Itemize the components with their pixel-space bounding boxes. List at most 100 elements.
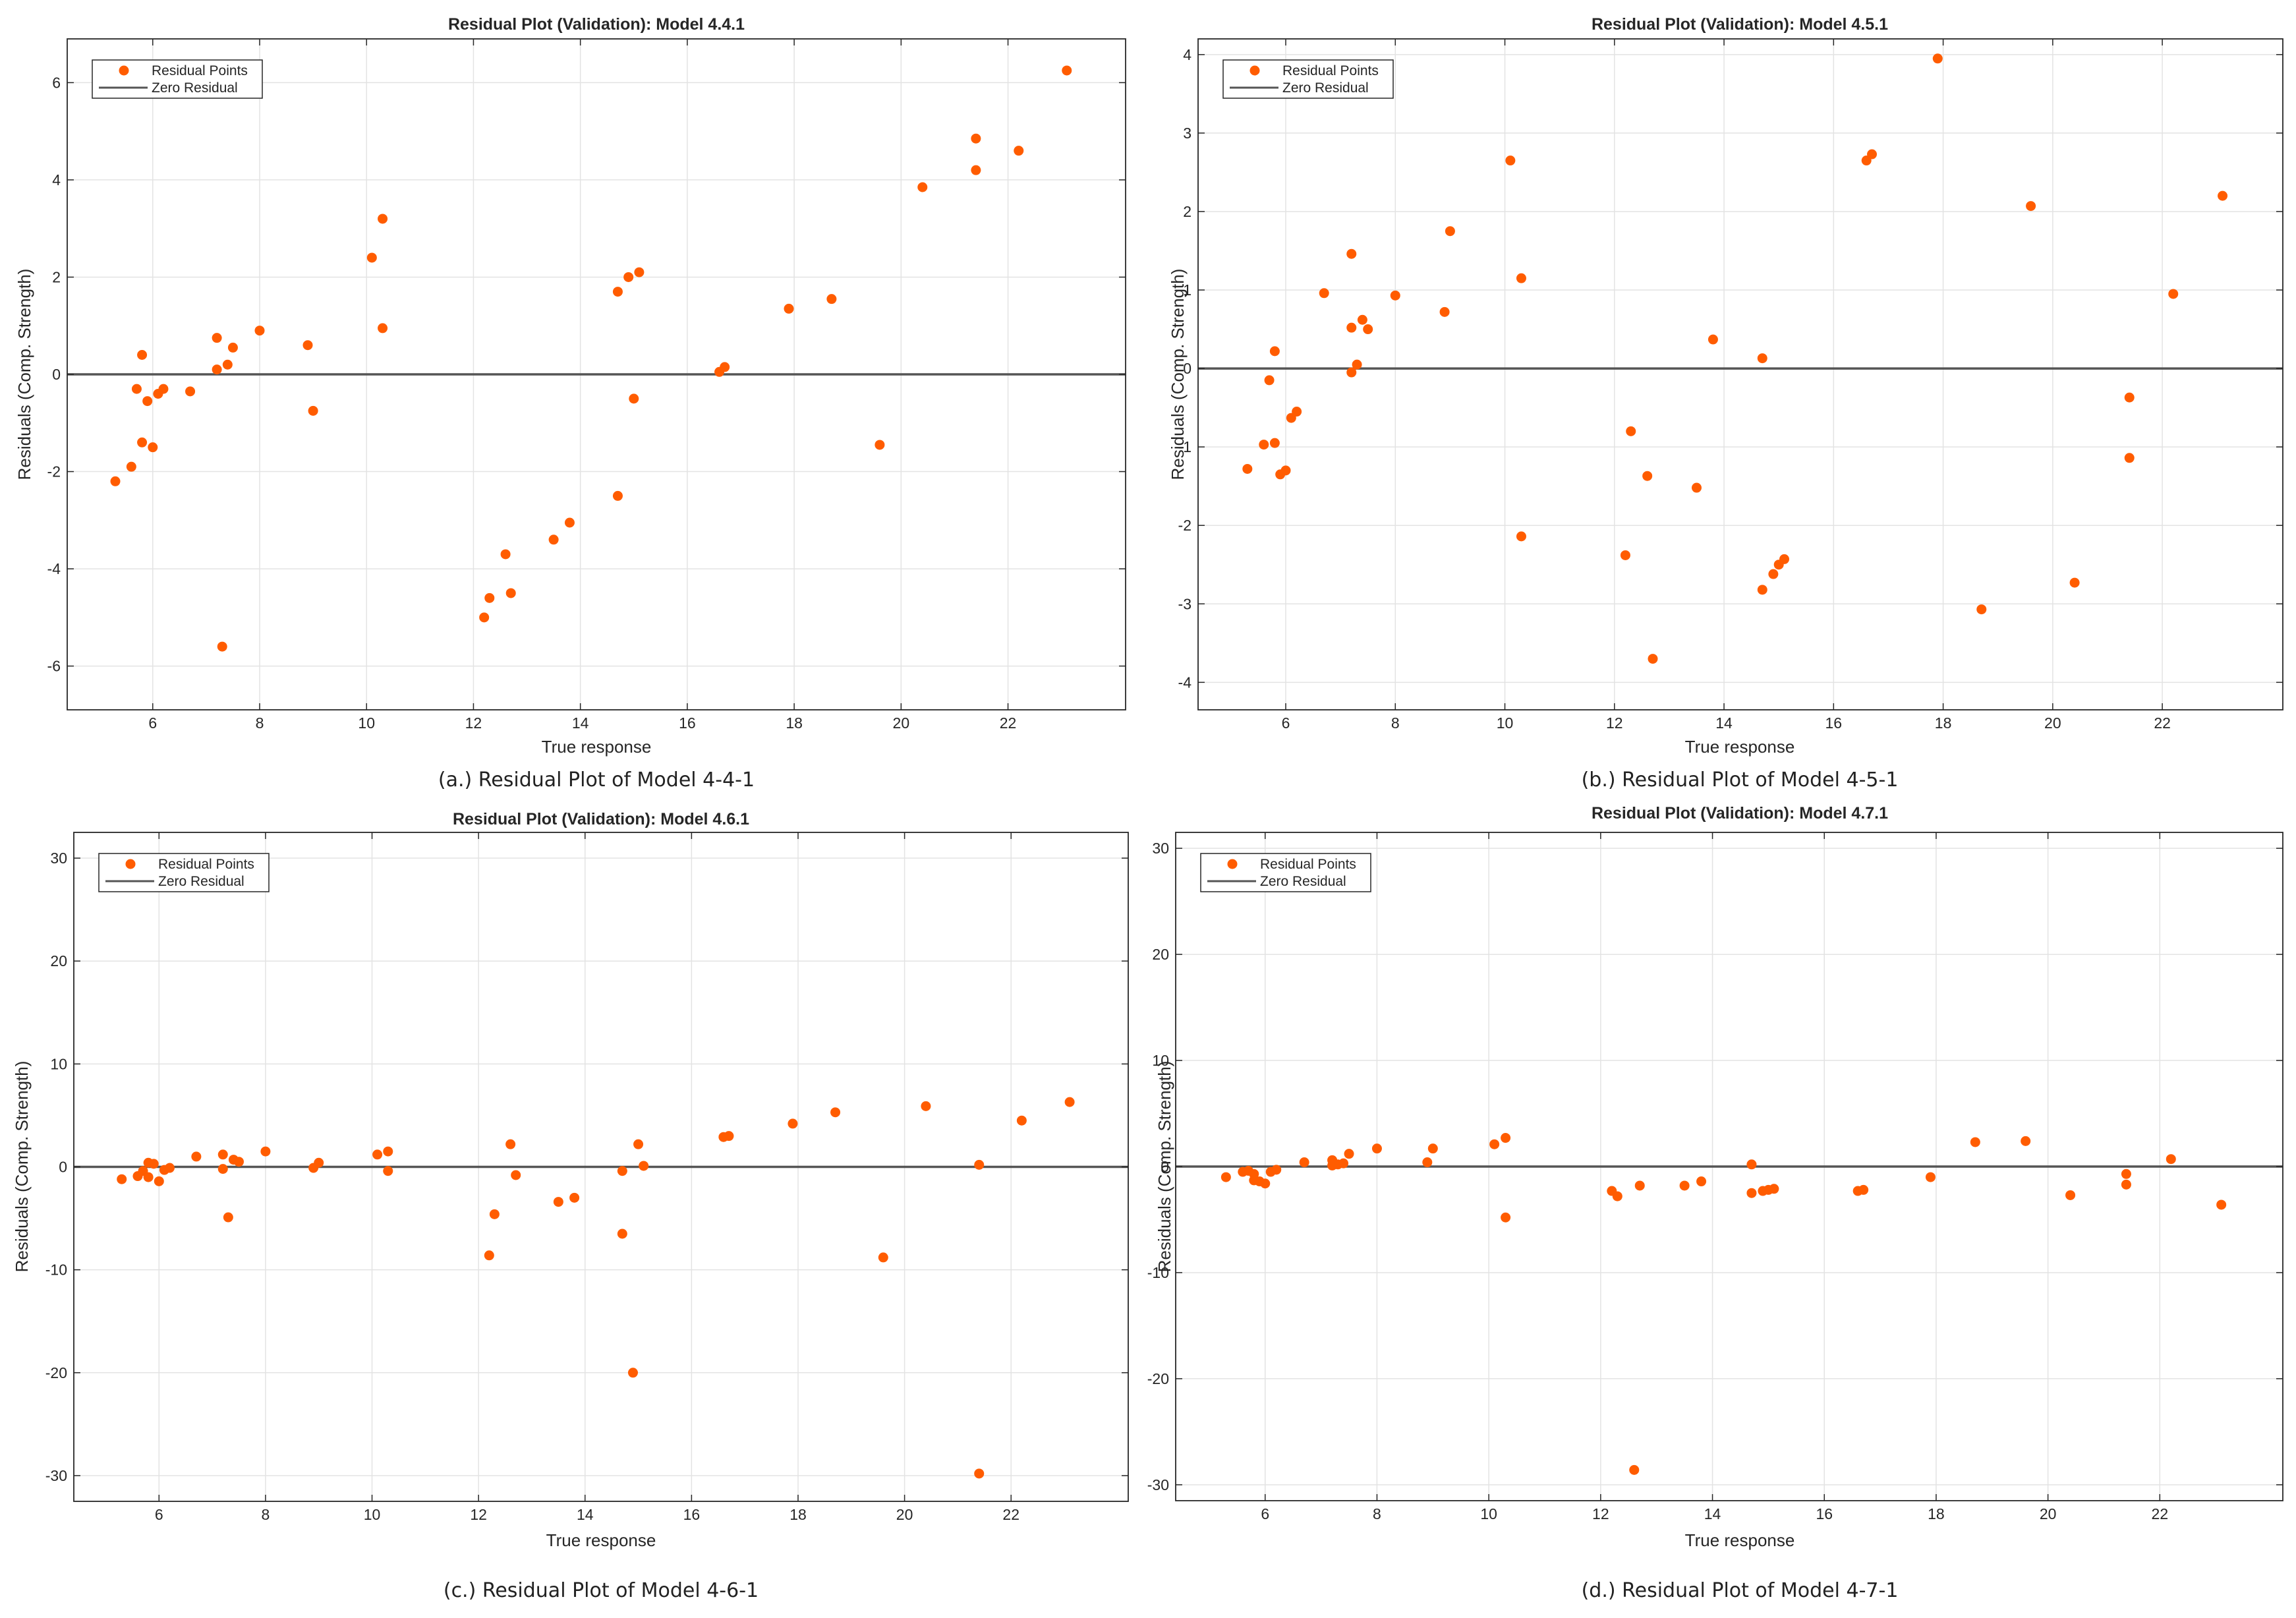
x-tick-label: 6 (1261, 1505, 1269, 1522)
y-tick-label: -30 (45, 1467, 67, 1484)
residual-point (1867, 149, 1878, 159)
residual-point (1299, 1157, 1309, 1168)
residual-point (2021, 1136, 2031, 1146)
residual-point (126, 461, 136, 472)
residual-point (2124, 392, 2135, 403)
x-tick-label: 16 (679, 714, 696, 732)
y-axis-label: Residuals (Comp. Strength) (12, 1061, 32, 1273)
y-tick-label: -10 (1147, 1264, 1169, 1281)
chart-title: Residual Plot (Validation): Model 4.5.1 (1592, 15, 1888, 34)
residual-point (2026, 201, 2036, 212)
residual-point (1357, 314, 1367, 325)
y-tick-label: -20 (1147, 1370, 1169, 1387)
residual-point (148, 442, 158, 453)
x-tick-label: 22 (2154, 714, 2171, 732)
y-tick-label: 0 (1183, 360, 1191, 377)
residual-point (1691, 482, 1702, 493)
residual-points (117, 1097, 1075, 1479)
x-tick-label: 6 (148, 714, 157, 732)
residual-point (1269, 346, 1280, 357)
y-tick-label: -10 (45, 1261, 67, 1279)
residual-point (724, 1131, 734, 1141)
residual-point (629, 393, 639, 404)
y-axis-label: Residuals (Comp. Strength) (1168, 269, 1188, 480)
residual-point (137, 349, 148, 360)
x-tick-label: 22 (1002, 1506, 1019, 1523)
residual-point (505, 1139, 516, 1149)
residual-point (826, 294, 837, 304)
y-tick-label: -6 (47, 658, 61, 675)
residual-point (378, 323, 388, 333)
x-axis-label: True response (1685, 1530, 1795, 1550)
residual-point (1220, 1172, 1231, 1182)
chart-title: Residual Plot (Validation): Model 4.6.1 (453, 810, 749, 828)
residual-point (2216, 1199, 2227, 1210)
residual-point (234, 1157, 244, 1167)
axes-box (1197, 38, 2283, 710)
residual-point (222, 359, 233, 370)
residual-point (1757, 585, 1767, 595)
y-tick-label: 0 (52, 366, 61, 383)
y-tick-label: 20 (50, 952, 67, 969)
legend: Residual Points Zero Residual (98, 853, 270, 892)
x-tick-label: 18 (789, 1506, 807, 1523)
residual-point (1269, 438, 1280, 448)
residual-point (1648, 654, 1658, 664)
residual-point (1932, 53, 1943, 64)
legend-label: Residual Points (1260, 857, 1356, 872)
residual-point (1708, 334, 1718, 345)
residual-point (1371, 1143, 1382, 1154)
x-tick-label: 12 (465, 714, 482, 732)
residual-point (921, 1101, 931, 1111)
legend-label: Zero Residual (1282, 80, 1369, 96)
legend-label: Residual Points (158, 857, 254, 872)
residual-point (217, 1149, 228, 1160)
chart-svg: 6 8 10 12 14 16 18 20 22 -6 -4 -2 0 2 4 6 Residual Plot … (14, 15, 1126, 757)
legend-box (1200, 853, 1371, 892)
residual-point (154, 1176, 164, 1186)
residual-point (378, 214, 388, 224)
residual-point (627, 1368, 638, 1378)
y-tick-label: 3 (1183, 125, 1191, 142)
x-tick-label: 16 (1825, 714, 1843, 732)
x-tick-label: 8 (256, 714, 264, 732)
y-tick-label: 1 (1183, 281, 1191, 299)
x-tick-label: 14 (572, 714, 589, 732)
y-tick-label: 10 (50, 1055, 67, 1072)
y-tick-label: -3 (1178, 595, 1191, 612)
y-tick-label: -20 (45, 1364, 67, 1381)
y-tick-label: 30 (1152, 840, 1169, 857)
residual-point (479, 612, 490, 623)
residual-point (1292, 407, 1302, 417)
residual-point (227, 342, 238, 353)
residual-point (1062, 65, 1072, 76)
residual-point (137, 437, 148, 448)
residual-point (634, 267, 645, 277)
residual-point (489, 1209, 500, 1219)
y-tick-label: -1 (1178, 438, 1191, 455)
y-axis-label: Residuals (Comp. Strength) (1155, 1061, 1174, 1273)
y-tick-label: 6 (52, 74, 61, 91)
x-tick-label: 8 (1391, 714, 1400, 732)
x-tick-label: 22 (2152, 1505, 2169, 1522)
residual-point (917, 182, 928, 192)
residual-point (1642, 471, 1653, 481)
legend-label: Zero Residual (1260, 874, 1346, 889)
legend-label: Zero Residual (152, 80, 238, 96)
x-tick-label: 20 (893, 714, 910, 732)
residual-point (302, 340, 313, 351)
caption: (c.) Residual Plot of Model 4-6-1 (443, 1579, 759, 1602)
residual-point (1422, 1157, 1433, 1168)
chart-svg: 6 8 10 12 14 16 18 20 22 -30 -20 -10 0 10 20 30 Residual… (12, 810, 1129, 1550)
x-tick-label: 16 (683, 1506, 701, 1523)
residual-plot-a: 6 8 10 12 14 16 18 20 22 -6 -4 -2 0 2 4 6 Residual Plot … (0, 0, 1148, 809)
residual-point (617, 1166, 627, 1176)
residual-point (1620, 550, 1630, 560)
residual-plot-d: 6 8 10 12 14 16 18 20 22 -30 -20 -10 0 10 20 30 Residual… (1147, 804, 2296, 1618)
caption: (a.) Residual Plot of Model 4-4-1 (438, 768, 755, 792)
residual-point (569, 1192, 580, 1203)
x-tick-label: 20 (2040, 1505, 2057, 1522)
residual-point (633, 1139, 644, 1149)
residual-point (1259, 440, 1269, 450)
